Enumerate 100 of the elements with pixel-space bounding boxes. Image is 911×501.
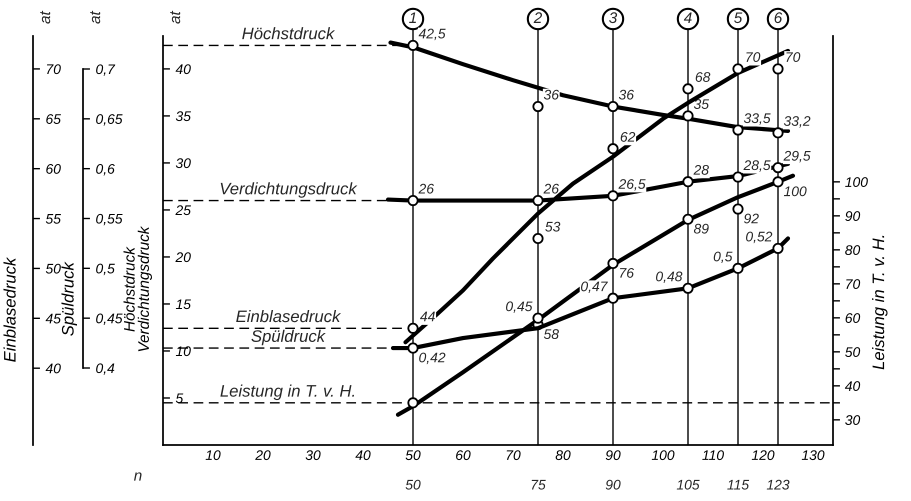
y-tick-label: 0,45 <box>96 314 123 325</box>
text: 3 <box>609 12 618 24</box>
data-label: 0,5 <box>714 252 732 264</box>
y2-tick-label: 60 <box>846 313 860 324</box>
point <box>682 83 694 94</box>
point <box>607 143 619 154</box>
data-label: 36 <box>618 90 634 100</box>
y-tick-label: 20 <box>175 252 191 262</box>
data-label: 29,5 <box>783 150 811 162</box>
x-tick-label: 80 <box>556 450 571 460</box>
data-label: 42,5 <box>418 28 446 40</box>
ref-line-label: Leistung in T. v. H. <box>220 384 354 400</box>
ref-line-label: 105 <box>676 480 700 490</box>
ref-line-label: 123 <box>766 480 790 490</box>
y-tick-label: 0,55 <box>96 214 123 226</box>
data-label: 89 <box>694 224 709 234</box>
x-tick-label: 90 <box>606 450 621 460</box>
x-tick-label: 50 <box>406 450 421 460</box>
data-label: 36 <box>544 90 560 100</box>
point <box>532 232 544 244</box>
ref-line-label: Einblasedruck <box>236 310 342 322</box>
point <box>532 194 544 206</box>
point <box>732 63 744 74</box>
y3-axis-title: Einblasedruck <box>3 256 16 362</box>
text: at <box>40 10 50 24</box>
text: 6 <box>774 12 782 24</box>
x-tick-label: 40 <box>355 450 371 460</box>
y-tick-label: 0,6 <box>96 164 115 176</box>
point <box>407 40 419 51</box>
data-label: 26,5 <box>618 179 646 191</box>
y-axis-title: Spüldruck <box>61 261 77 336</box>
point <box>772 176 784 188</box>
data-label: 58 <box>544 329 559 340</box>
y3-tick-label: 60 <box>46 164 61 174</box>
ref-line-label: Höchstdruck <box>242 27 336 40</box>
point <box>682 176 694 188</box>
data-label: 0,45 <box>506 301 532 313</box>
y3-tick-label: 50 <box>46 264 61 274</box>
x-tick-label: 130 <box>802 450 824 460</box>
text: 4 <box>684 12 692 23</box>
point <box>772 63 784 74</box>
ref-line-label: 75 <box>532 480 546 490</box>
x-tick-label: 110 <box>702 450 724 460</box>
point <box>607 190 619 202</box>
point <box>772 162 784 174</box>
point <box>732 262 744 274</box>
text: 5 <box>734 12 742 24</box>
data-label: 62 <box>620 132 636 142</box>
x-tick-label: 120 <box>752 450 774 460</box>
point <box>682 214 694 225</box>
point <box>532 100 544 112</box>
y2-tick-label: 40 <box>844 381 860 392</box>
text: at <box>90 10 100 24</box>
ref-line-label: 50 <box>406 480 421 490</box>
data-label: 92 <box>744 214 759 224</box>
y3-tick-label: 45 <box>46 314 61 324</box>
y2-tick-label: 100 <box>845 177 868 188</box>
data-label: 70 <box>786 52 800 62</box>
y-tick-label: 35 <box>176 111 191 122</box>
ref-line-label: Spüldruck <box>251 330 326 346</box>
data-label: 100 <box>784 186 807 196</box>
point <box>732 203 744 215</box>
text: 2 <box>534 12 542 23</box>
data-label: 26 <box>418 184 434 194</box>
x-axis-title: n <box>134 472 142 481</box>
data-label: 35 <box>694 99 710 110</box>
data-label: 76 <box>620 268 634 278</box>
x-tick-label: 100 <box>652 450 674 460</box>
data-label: 0,47 <box>581 281 608 293</box>
data-label: 0,48 <box>656 272 682 283</box>
y3-tick-label: 40 <box>46 364 61 374</box>
point <box>772 242 784 254</box>
y-tick-label: 30 <box>176 158 191 168</box>
x-tick-label: 20 <box>255 450 271 460</box>
text: 1 <box>409 12 416 23</box>
point <box>532 312 544 324</box>
y3-tick-label: 55 <box>46 214 61 224</box>
x-tick-label: 70 <box>506 450 521 460</box>
y3-tick-label: 65 <box>46 114 61 124</box>
point <box>682 282 694 294</box>
point <box>407 322 419 334</box>
y2-tick-label: 70 <box>846 279 860 290</box>
data-label: 26 <box>543 184 560 194</box>
point <box>607 100 619 112</box>
point <box>732 171 744 183</box>
data-label: 0,52 <box>746 232 772 244</box>
data-label: 44 <box>420 312 435 322</box>
point <box>607 292 619 304</box>
y-tick-label: 40 <box>176 64 191 74</box>
y-axis-title: Höchstdruck Verdichtungsdruck <box>124 226 152 352</box>
y-tick-label: 0,65 <box>96 114 123 126</box>
x-tick-label: 30 <box>306 450 321 460</box>
data-label: 33,5 <box>744 113 771 125</box>
point <box>407 397 419 408</box>
y-tick-label: 15 <box>176 299 191 310</box>
point <box>772 127 784 138</box>
y-tick-label: 25 <box>175 205 191 216</box>
point <box>407 342 419 354</box>
ref-line-label: 115 <box>727 480 750 490</box>
y2-tick-label: 50 <box>845 347 860 358</box>
